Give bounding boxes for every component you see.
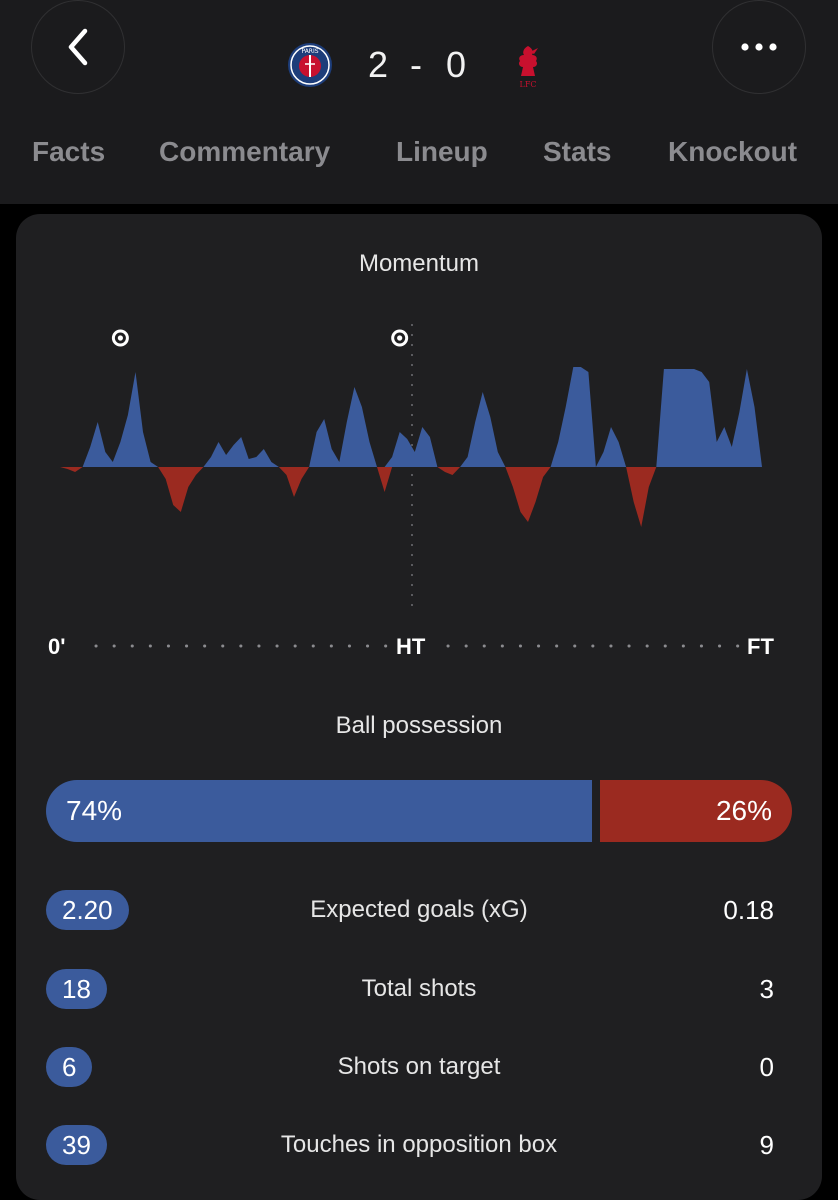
home-stat-pill: 6 — [46, 1047, 93, 1087]
timeline-halftime-label: HT — [396, 634, 426, 659]
stat-label: Total shots — [361, 975, 477, 1002]
tab-lineup[interactable]: Lineup — [396, 136, 488, 167]
more-options-button[interactable] — [712, 0, 806, 94]
score-row: PARIS 2 - 0 LFC — [0, 38, 838, 92]
timeline-dots — [94, 644, 748, 648]
tab-knockout[interactable]: Knockout — [668, 136, 798, 167]
lfc-crest-text: LFC — [520, 80, 537, 89]
tab-stats[interactable]: Stats — [543, 136, 612, 167]
stat-label: Expected goals (xG) — [310, 896, 528, 923]
psg-crest-icon[interactable]: PARIS — [287, 42, 333, 93]
away-stat-value: 3 — [759, 974, 774, 1004]
away-score: 0 — [446, 44, 467, 85]
liverpool-crest-icon[interactable]: LFC — [510, 42, 546, 95]
home-stat-pill: 2.20 — [46, 890, 129, 930]
home-possession-value: 74% — [66, 795, 123, 826]
away-possession-value: 26% — [715, 795, 772, 826]
timeline-fulltime-label: FT — [747, 634, 774, 659]
momentum-home-area — [60, 367, 762, 467]
goal-marker-icon — [391, 329, 409, 347]
ellipsis-icon — [741, 43, 777, 51]
away-stat-value: 0 — [759, 1052, 774, 1082]
home-stat-pill: 39 — [46, 1125, 107, 1165]
home-score: 2 — [368, 44, 389, 85]
back-button[interactable] — [31, 0, 125, 94]
timeline-start-label: 0' — [48, 634, 66, 659]
stat-row-total-shots[interactable]: 18 Total shots 3 — [16, 969, 822, 1011]
facts-card: Momentum 0' HT FT Ball possession 74% 26… — [16, 214, 822, 1200]
score-separator: - — [410, 44, 422, 85]
stat-row-touches-in-box[interactable]: 39 Touches in opposition box 9 — [16, 1125, 822, 1167]
match-header: PARIS 2 - 0 LFC Facts Commentary Lineup … — [0, 0, 838, 204]
goal-marker-icon — [111, 329, 129, 347]
home-stat-pill: 18 — [46, 969, 107, 1009]
possession-title: Ball possession — [335, 712, 503, 739]
momentum-title: Momentum — [358, 250, 480, 277]
momentum-chart — [60, 324, 762, 609]
tab-commentary[interactable]: Commentary — [159, 136, 331, 167]
home-possession-bar: 74% — [46, 780, 592, 842]
tab-facts[interactable]: Facts — [32, 136, 106, 167]
stat-label: Shots on target — [337, 1053, 501, 1080]
stat-row-xg[interactable]: 2.20 Expected goals (xG) 0.18 — [16, 890, 822, 932]
stat-row-shots-on-target[interactable]: 6 Shots on target 0 — [16, 1047, 822, 1089]
psg-crest-text: PARIS — [301, 48, 318, 55]
away-stat-value: 9 — [759, 1130, 774, 1160]
chevron-left-icon — [68, 28, 88, 66]
tab-bar: Facts Commentary Lineup Stats Knockout — [0, 130, 838, 180]
away-stat-value: 0.18 — [723, 895, 774, 925]
stat-label: Touches in opposition box — [280, 1131, 558, 1158]
away-possession-bar: 26% — [600, 780, 792, 842]
